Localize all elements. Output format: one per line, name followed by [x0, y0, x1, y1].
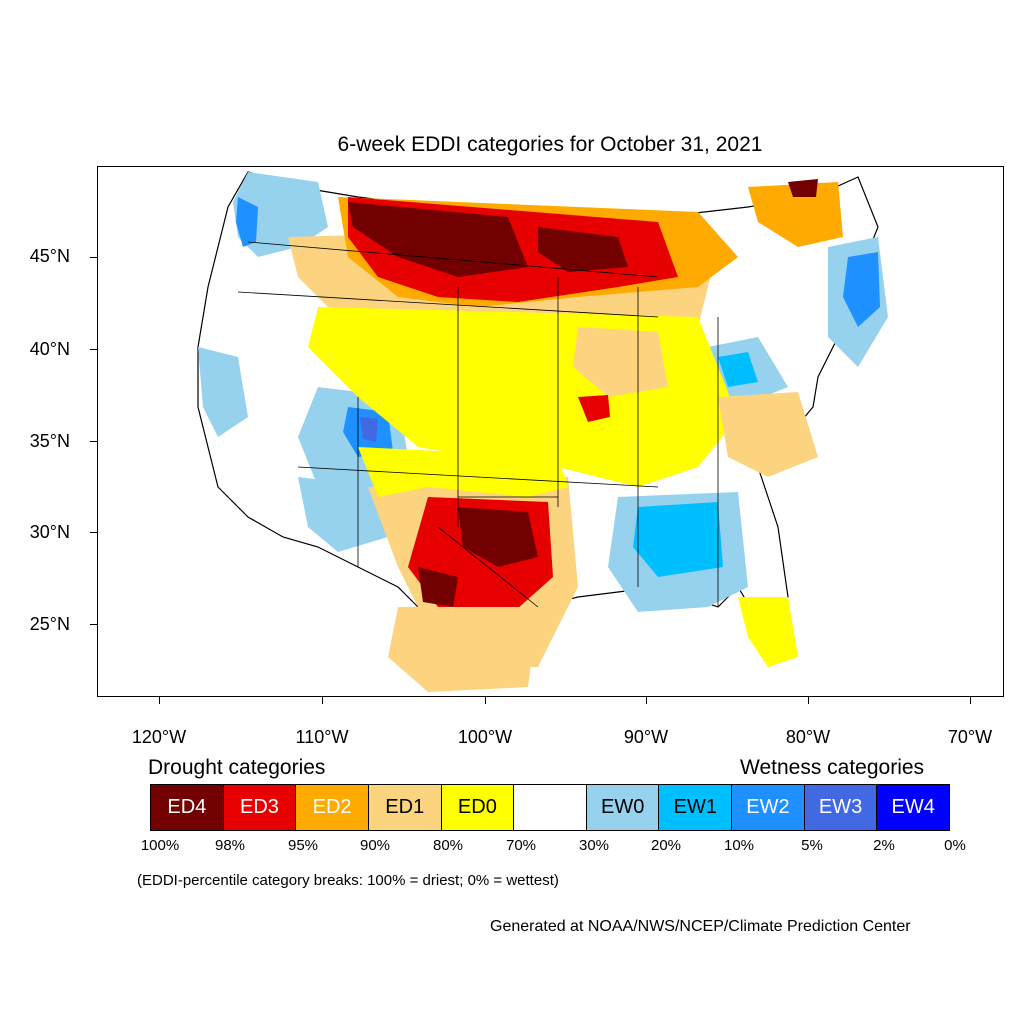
- lon-label-120: 120°W: [131, 727, 187, 747]
- lon-tick: [159, 697, 160, 704]
- pacific-nw-wet: [233, 172, 328, 257]
- lon-tick: [970, 697, 971, 704]
- break-label: 5%: [801, 837, 823, 854]
- break-label: 90%: [359, 837, 391, 854]
- legend-ew3-label: EW3: [818, 796, 863, 818]
- great-lakes-wet-core: [718, 352, 758, 387]
- lon-label-80: 80°W: [785, 727, 831, 747]
- lat-label-25: 25°N: [29, 614, 70, 634]
- wetness-categories-title: Wetness categories: [740, 756, 925, 779]
- legend-ew3: EW3: [804, 785, 878, 830]
- pacific-nw-wet-core: [236, 197, 258, 247]
- break-label: 10%: [723, 837, 755, 854]
- break-label: 80%: [432, 837, 464, 854]
- lon-label-70: 70°W: [947, 727, 993, 747]
- break-label: 98%: [214, 837, 246, 854]
- florida-ed0: [738, 597, 798, 667]
- legend-ed0: ED0: [441, 785, 515, 830]
- break-label: 0%: [944, 837, 966, 854]
- southwest-wet: [298, 477, 388, 552]
- legend-ed2: ED2: [296, 785, 369, 830]
- legend-ed1: ED1: [368, 785, 442, 830]
- break-label: 95%: [287, 837, 319, 854]
- lat-tick: [90, 441, 97, 442]
- lon-label-100: 100°W: [457, 727, 513, 747]
- break-label: 20%: [650, 837, 682, 854]
- legend-ew2-label: EW2: [746, 796, 790, 818]
- lon-tick: [485, 697, 486, 704]
- break-label: 2%: [873, 837, 895, 854]
- southern-plains-ed0: [358, 447, 568, 497]
- eddi-map: [98, 167, 1003, 696]
- lon-tick: [322, 697, 323, 704]
- drought-categories-title: Drought categories: [148, 756, 326, 779]
- break-label: 100%: [140, 837, 180, 854]
- lat-label-40: 40°N: [29, 339, 70, 359]
- california-wet: [198, 347, 248, 437]
- map-panel: [97, 166, 1004, 697]
- midwest-ed1: [573, 327, 668, 397]
- legend-ew4-label: EW4: [891, 796, 935, 818]
- lat-tick: [90, 349, 97, 350]
- lat-label-45: 45°N: [29, 246, 70, 266]
- legend-ew1: EW1: [659, 785, 733, 830]
- break-label: 70%: [505, 837, 537, 854]
- iowa-ed3: [578, 395, 610, 422]
- northern-ed4-east: [538, 227, 628, 272]
- legend-ed4-label: ED4: [167, 796, 207, 818]
- break-label: 30%: [578, 837, 610, 854]
- lat-tick: [90, 624, 97, 625]
- legend-ew0: EW0: [586, 785, 660, 830]
- northeast-ed2: [748, 182, 843, 247]
- texas-ed4: [458, 507, 538, 567]
- appalachian-ed1: [718, 392, 818, 477]
- category-note: (EDDI-percentile category breaks: 100% =…: [137, 872, 559, 889]
- legend-ed1-label: ED1: [385, 796, 425, 818]
- legend-ew1-label: EW1: [673, 796, 717, 818]
- lat-label-30: 30°N: [29, 522, 70, 542]
- map-title: 6-week EDDI categories for October 31, 2…: [337, 133, 763, 156]
- southeast-wet-core: [633, 502, 723, 577]
- legend-ed2-label: ED2: [312, 796, 352, 818]
- lon-label-90: 90°W: [623, 727, 669, 747]
- new-england-wet-core: [843, 252, 880, 327]
- legend-ew4: EW4: [877, 785, 950, 830]
- northeast-ed4: [788, 179, 818, 197]
- legend-ew2: EW2: [732, 785, 805, 830]
- credit-line: Generated at NOAA/NWS/NCEP/Climate Predi…: [490, 918, 911, 935]
- lat-label-35: 35°N: [29, 431, 70, 451]
- legend-ew0-label: EW0: [600, 796, 645, 818]
- lon-tick: [808, 697, 809, 704]
- state-boundaries: [237, 241, 719, 608]
- lon-tick: [646, 697, 647, 704]
- lon-label-110: 110°W: [295, 727, 349, 747]
- texas-ed4-south: [418, 567, 458, 607]
- texas-ed1-south: [388, 607, 538, 692]
- lat-tick: [90, 532, 97, 533]
- four-corners-wet-core: [360, 417, 378, 442]
- northern-ed4: [348, 202, 528, 277]
- legend-ed3: ED3: [223, 785, 297, 830]
- legend-ed0-label: ED0: [457, 796, 497, 818]
- legend-ed3-label: ED3: [240, 796, 279, 818]
- legend-ed4: ED4: [151, 785, 224, 830]
- legend-neutral: [514, 785, 587, 830]
- category-legend: ED4 ED3 ED2 ED1 ED0 EW0 EW1 EW2 EW3 EW4: [150, 784, 950, 831]
- lat-tick: [90, 257, 97, 258]
